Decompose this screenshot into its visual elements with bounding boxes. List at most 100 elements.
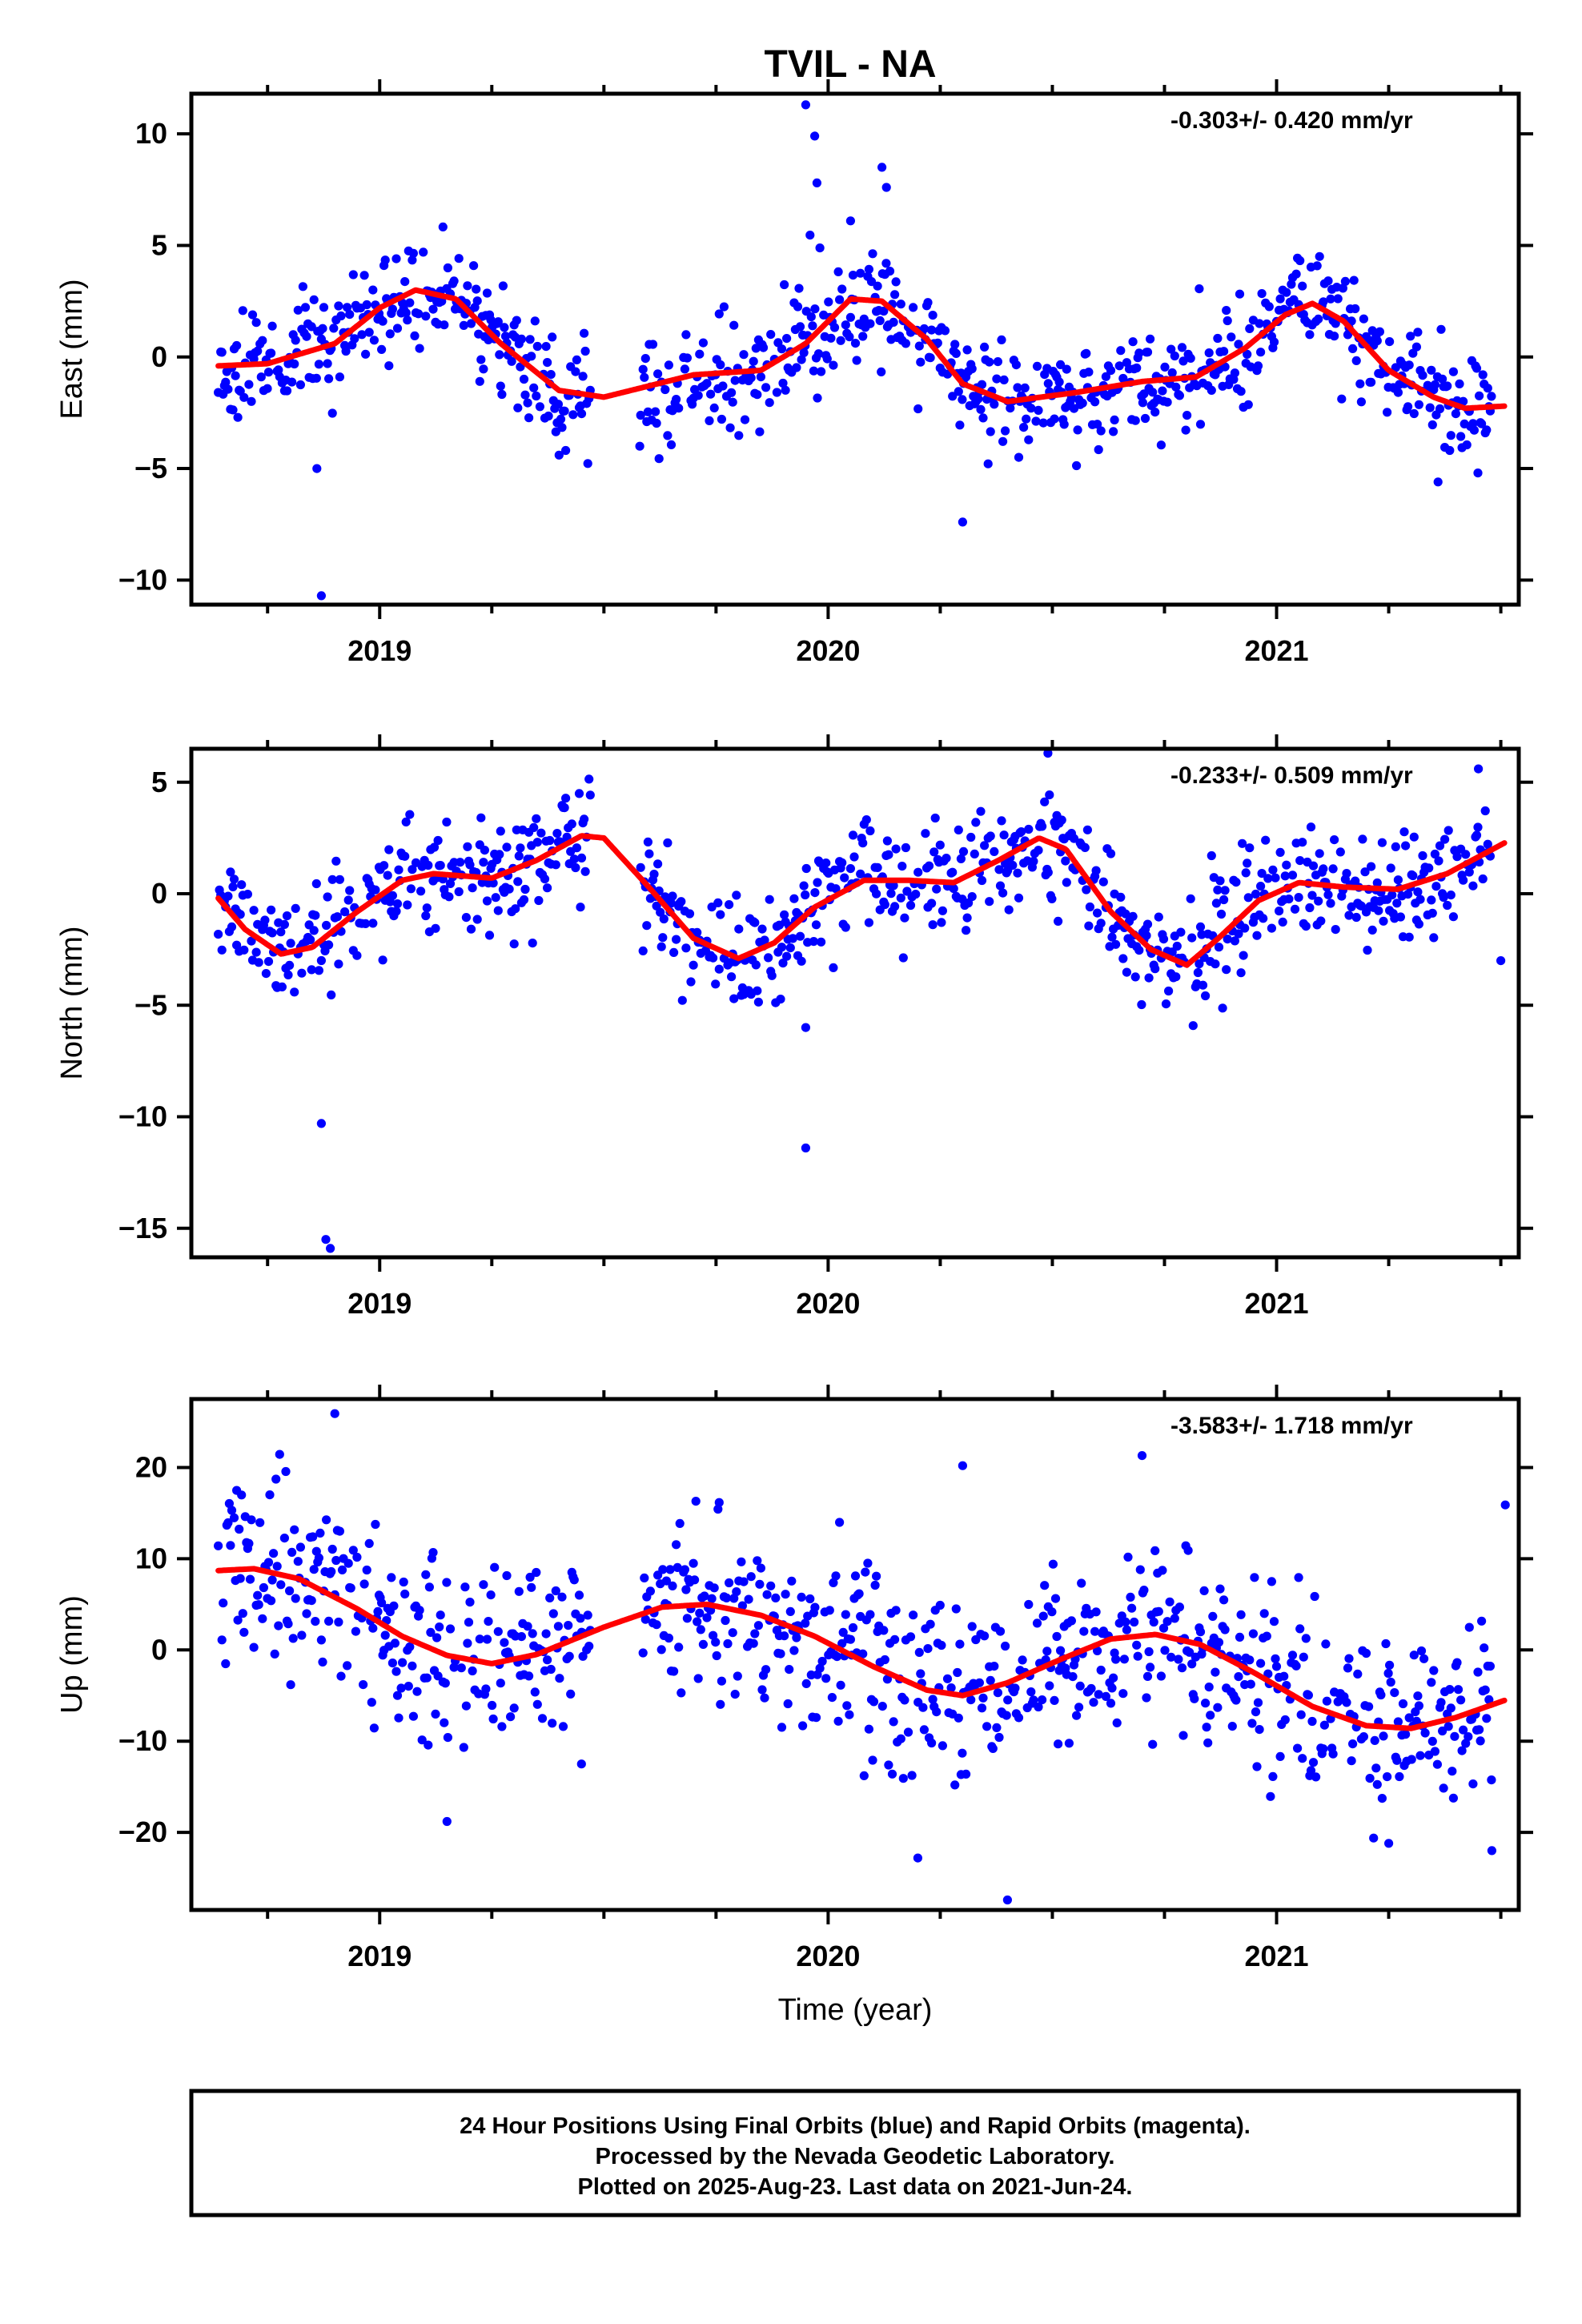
data-point	[923, 298, 933, 308]
data-point	[532, 838, 542, 847]
data-point	[967, 364, 977, 374]
data-point	[643, 407, 653, 416]
data-point	[307, 322, 316, 332]
data-point	[1001, 858, 1010, 868]
data-point	[1419, 1654, 1429, 1663]
data-point	[414, 309, 424, 319]
data-point	[265, 1490, 275, 1500]
data-point	[520, 390, 530, 400]
data-point	[513, 403, 523, 412]
data-point	[1323, 890, 1333, 899]
data-point	[1271, 1654, 1280, 1663]
data-point	[1301, 1634, 1311, 1643]
data-point	[1267, 923, 1276, 933]
data-point	[1287, 870, 1298, 880]
data-point	[316, 591, 326, 601]
data-point	[850, 339, 861, 348]
data-point	[227, 1506, 237, 1515]
data-point	[891, 1606, 901, 1615]
data-point	[472, 284, 481, 294]
x-tick-label: 2019	[347, 1287, 412, 1320]
data-point	[695, 1608, 705, 1618]
data-point	[645, 1586, 656, 1596]
data-point	[721, 1615, 730, 1626]
data-point	[1188, 1021, 1198, 1031]
data-point	[1166, 344, 1176, 354]
data-point	[725, 423, 735, 432]
data-point	[1187, 933, 1197, 943]
data-point	[879, 306, 889, 316]
data-point	[877, 1702, 887, 1711]
data-point	[787, 1576, 797, 1586]
data-point	[406, 884, 416, 894]
data-point	[1243, 349, 1252, 359]
data-point	[440, 320, 449, 330]
data-point	[493, 906, 503, 915]
data-point	[1472, 830, 1482, 840]
data-point	[950, 1780, 960, 1790]
data-point	[1480, 1685, 1490, 1695]
data-point	[440, 1718, 449, 1727]
data-point	[362, 1565, 371, 1575]
data-point	[228, 882, 238, 891]
data-point	[672, 935, 681, 944]
panel-2: 5 0 −5 −10 −15 2019 2020 2021 North (mm) -0.233+/…	[55, 734, 1533, 1320]
data-point	[394, 1713, 404, 1723]
data-point	[267, 321, 277, 331]
data-point	[954, 1713, 963, 1723]
data-point	[368, 919, 378, 928]
data-point	[1146, 334, 1155, 344]
data-point	[1170, 351, 1179, 361]
data-point	[1195, 420, 1206, 429]
data-point	[1485, 1662, 1495, 1671]
data-point	[1436, 1698, 1446, 1707]
data-point	[312, 464, 322, 473]
data-point	[1040, 797, 1050, 806]
data-point	[792, 363, 801, 372]
data-point	[1383, 1668, 1393, 1679]
data-point	[727, 388, 737, 397]
data-point	[680, 364, 690, 374]
data-point	[1235, 289, 1245, 299]
data-point	[223, 384, 233, 394]
data-point	[567, 819, 576, 829]
data-point	[1054, 916, 1063, 926]
data-point	[463, 1638, 472, 1648]
data-point	[1093, 908, 1102, 918]
data-point	[1256, 1659, 1266, 1668]
data-point	[635, 441, 644, 451]
data-point	[357, 330, 367, 340]
data-point	[842, 1701, 852, 1711]
data-point	[1473, 468, 1483, 478]
data-point	[580, 328, 589, 338]
data-point	[279, 1534, 289, 1543]
data-point	[658, 1565, 668, 1574]
data-point	[331, 1555, 341, 1566]
data-point	[653, 859, 663, 869]
data-point	[1411, 342, 1421, 352]
data-point	[405, 810, 415, 819]
data-point	[274, 365, 283, 375]
data-point	[1223, 316, 1232, 326]
data-point	[1144, 973, 1154, 983]
data-point	[1294, 1573, 1303, 1582]
data-point	[659, 914, 669, 924]
data-point	[734, 924, 744, 934]
data-point	[1082, 825, 1092, 834]
data-point	[1047, 894, 1057, 903]
data-point	[750, 918, 760, 927]
data-point	[890, 902, 900, 911]
data-point	[808, 321, 817, 331]
data-point	[1128, 337, 1138, 347]
data-point	[362, 300, 371, 310]
data-point	[1482, 425, 1492, 435]
data-point	[652, 1620, 661, 1630]
data-point	[488, 1700, 497, 1711]
data-point	[881, 183, 891, 192]
data-point	[1414, 919, 1423, 929]
data-point	[371, 1519, 380, 1530]
data-point	[778, 378, 788, 388]
data-point	[249, 1642, 259, 1652]
data-point	[548, 332, 557, 342]
data-point	[721, 1593, 732, 1602]
